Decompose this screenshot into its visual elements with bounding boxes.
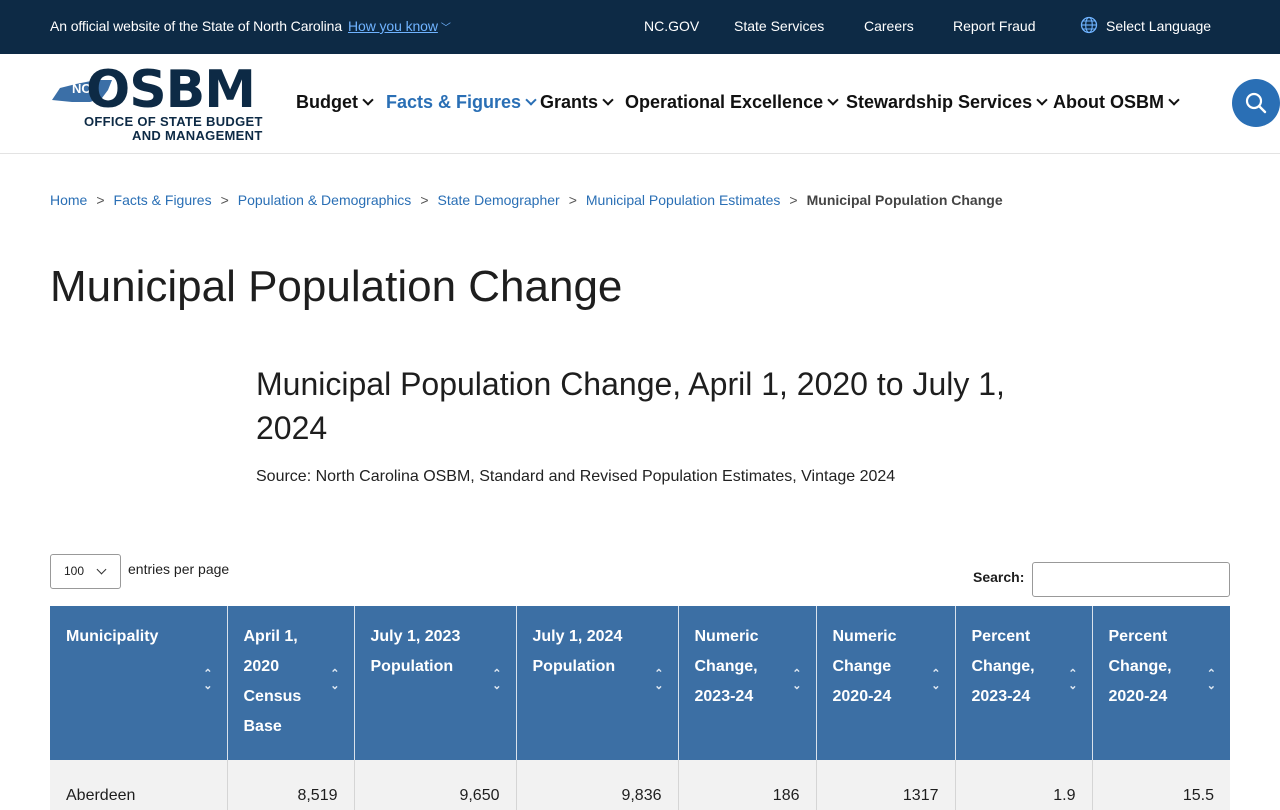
logo-line-1: OFFICE OF STATE BUDGET [84, 114, 263, 129]
table-title: Municipal Population Change, April 1, 20… [256, 366, 1005, 446]
column-header-numeric-change-2023-24[interactable]: Numeric Change, 2023-24 ⌃ ⌄ [678, 606, 817, 760]
logo-line-2: AND MANAGEMENT [132, 128, 263, 143]
utility-link-report-fraud[interactable]: Report Fraud [953, 18, 1036, 34]
table-cell: Aberdeen [50, 760, 228, 810]
table-search-label: Search: [973, 569, 1025, 585]
breadcrumb-separator: > [568, 192, 577, 208]
column-header-label: July 1, 2024 Population [532, 628, 623, 675]
top-utility-bar: An official website of the State of Nort… [0, 0, 1280, 54]
data-source-note: Source: North Carolina OSBM, Standard an… [256, 468, 896, 485]
column-header-population-2024[interactable]: July 1, 2024 Population ⌃ ⌄ [516, 606, 679, 760]
search-icon [1245, 92, 1267, 114]
table-cell: 8,519 [227, 760, 355, 810]
chevron-down-icon [827, 94, 839, 106]
nav-item-label: Grants [540, 92, 599, 112]
logo-nc-mark: NC [72, 81, 91, 96]
breadcrumb-population-demographics[interactable]: Population & Demographics [237, 192, 412, 208]
nav-item-facts-figures[interactable]: Facts & Figures [386, 92, 537, 113]
main-nav: Budget Facts & Figures Grants Operationa… [0, 92, 1280, 118]
breadcrumb-separator: > [220, 192, 229, 208]
chevron-down-icon: ﹀ [440, 23, 451, 34]
chevron-down-icon [1036, 94, 1048, 106]
site-search-button[interactable] [1232, 79, 1280, 127]
official-site-text: An official website of the State of Nort… [50, 18, 343, 34]
nav-item-label: About OSBM [1053, 92, 1164, 112]
nav-item-label: Operational Excellence [625, 92, 824, 112]
breadcrumb: Home > Facts & Figures > Population & Demogr… [50, 192, 1003, 208]
table-cell: 1.9 [955, 760, 1093, 810]
table-cell: 15.5 [1092, 760, 1230, 810]
utility-link-state-services[interactable]: State Services [734, 18, 825, 34]
chevron-down-icon [525, 94, 537, 106]
table-row: Aberdeen 8,519 9,650 9,836 186 1317 1.9 … [50, 760, 1230, 810]
nav-item-label: Budget [296, 92, 358, 112]
sort-icon: ⌃ ⌄ [654, 668, 664, 692]
table-cell: 186 [678, 760, 817, 810]
breadcrumb-separator: > [420, 192, 429, 208]
table-cell: 1317 [816, 760, 956, 810]
sort-icon: ⌃ ⌄ [792, 668, 802, 692]
breadcrumb-home[interactable]: Home [50, 192, 88, 208]
utility-link-ncgov[interactable]: NC.GOV [644, 18, 700, 34]
column-header-label: Percent Change, 2020-24 [1108, 628, 1172, 705]
chevron-down-icon [362, 94, 374, 106]
column-header-label: Percent Change, 2023-24 [971, 628, 1035, 705]
nav-item-budget[interactable]: Budget [296, 92, 374, 113]
breadcrumb-facts-figures[interactable]: Facts & Figures [113, 192, 212, 208]
globe-icon[interactable] [1080, 16, 1098, 34]
sort-icon: ⌃ ⌄ [330, 668, 340, 692]
sort-icon: ⌃ ⌄ [492, 668, 502, 692]
how-you-know-label: How you know [348, 18, 438, 34]
nav-item-stewardship-services[interactable]: Stewardship Services [846, 92, 1048, 113]
table-cell: 9,650 [354, 760, 517, 810]
sort-icon: ⌃ ⌄ [1068, 668, 1078, 692]
breadcrumb-current: Municipal Population Change [806, 192, 1003, 208]
how-you-know-link[interactable]: How you know ﹀ [348, 18, 451, 34]
nav-item-about-osbm[interactable]: About OSBM [1053, 92, 1180, 113]
official-site-notice: An official website of the State of Nort… [50, 18, 451, 34]
nav-item-operational-excellence[interactable]: Operational Excellence [625, 92, 839, 113]
select-language-button[interactable]: Select Language [1106, 18, 1212, 34]
site-header: NC OSBM OFFICE OF STATE BUDGET AND MANAG… [0, 54, 1280, 154]
column-header-label: Municipality [66, 628, 159, 645]
breadcrumb-separator: > [96, 192, 105, 208]
breadcrumb-separator: > [789, 192, 798, 208]
column-header-label: April 1, 2020 Census Base [243, 628, 302, 735]
chevron-down-icon [1168, 94, 1180, 106]
logo-wordmark: OSBM [86, 60, 256, 120]
nav-item-label: Stewardship Services [846, 92, 1033, 112]
utility-link-careers[interactable]: Careers [864, 18, 914, 34]
nav-item-grants[interactable]: Grants [540, 92, 614, 113]
column-header-percent-change-2020-24[interactable]: Percent Change, 2020-24 ⌃ ⌄ [1092, 606, 1230, 760]
breadcrumb-state-demographer[interactable]: State Demographer [437, 192, 560, 208]
sort-icon: ⌃ ⌄ [1206, 668, 1216, 692]
column-header-municipality[interactable]: Municipality ⌃ ⌄ [50, 606, 228, 760]
population-table: Municipality ⌃ ⌄ April 1, 2020 Census Base… [50, 606, 1230, 810]
breadcrumb-municipal-population-estimates[interactable]: Municipal Population Estimates [585, 192, 781, 208]
column-header-census-base-2020[interactable]: April 1, 2020 Census Base ⌃ ⌄ [227, 606, 355, 760]
chevron-down-icon [96, 564, 107, 575]
column-header-population-2023[interactable]: July 1, 2023 Population ⌃ ⌄ [354, 606, 517, 760]
nav-item-label: Facts & Figures [386, 92, 522, 112]
table-search-input[interactable] [1032, 562, 1230, 597]
sort-icon: ⌃ ⌄ [203, 668, 213, 692]
entries-per-page-value: 100 [64, 564, 85, 578]
chevron-down-icon [602, 94, 614, 106]
entries-per-page-label: entries per page [128, 561, 230, 577]
column-header-label: Numeric Change 2020-24 [832, 628, 897, 705]
page-title: Municipal Population Change [50, 262, 623, 311]
table-header-row: Municipality ⌃ ⌄ April 1, 2020 Census Base… [50, 606, 1230, 760]
nc-state-shape-icon [52, 80, 112, 102]
sort-icon: ⌃ ⌄ [931, 668, 941, 692]
table-cell: 9,836 [516, 760, 679, 810]
entries-per-page-select[interactable]: 100 [50, 554, 121, 589]
column-header-numeric-change-2020-24[interactable]: Numeric Change 2020-24 ⌃ ⌄ [816, 606, 956, 760]
column-header-label: Numeric Change, 2023-24 [694, 628, 759, 705]
column-header-percent-change-2023-24[interactable]: Percent Change, 2023-24 ⌃ ⌄ [955, 606, 1093, 760]
osbm-logo[interactable]: NC OSBM OFFICE OF STATE BUDGET AND MANAG… [50, 60, 270, 144]
column-header-label: July 1, 2023 Population [370, 628, 461, 675]
